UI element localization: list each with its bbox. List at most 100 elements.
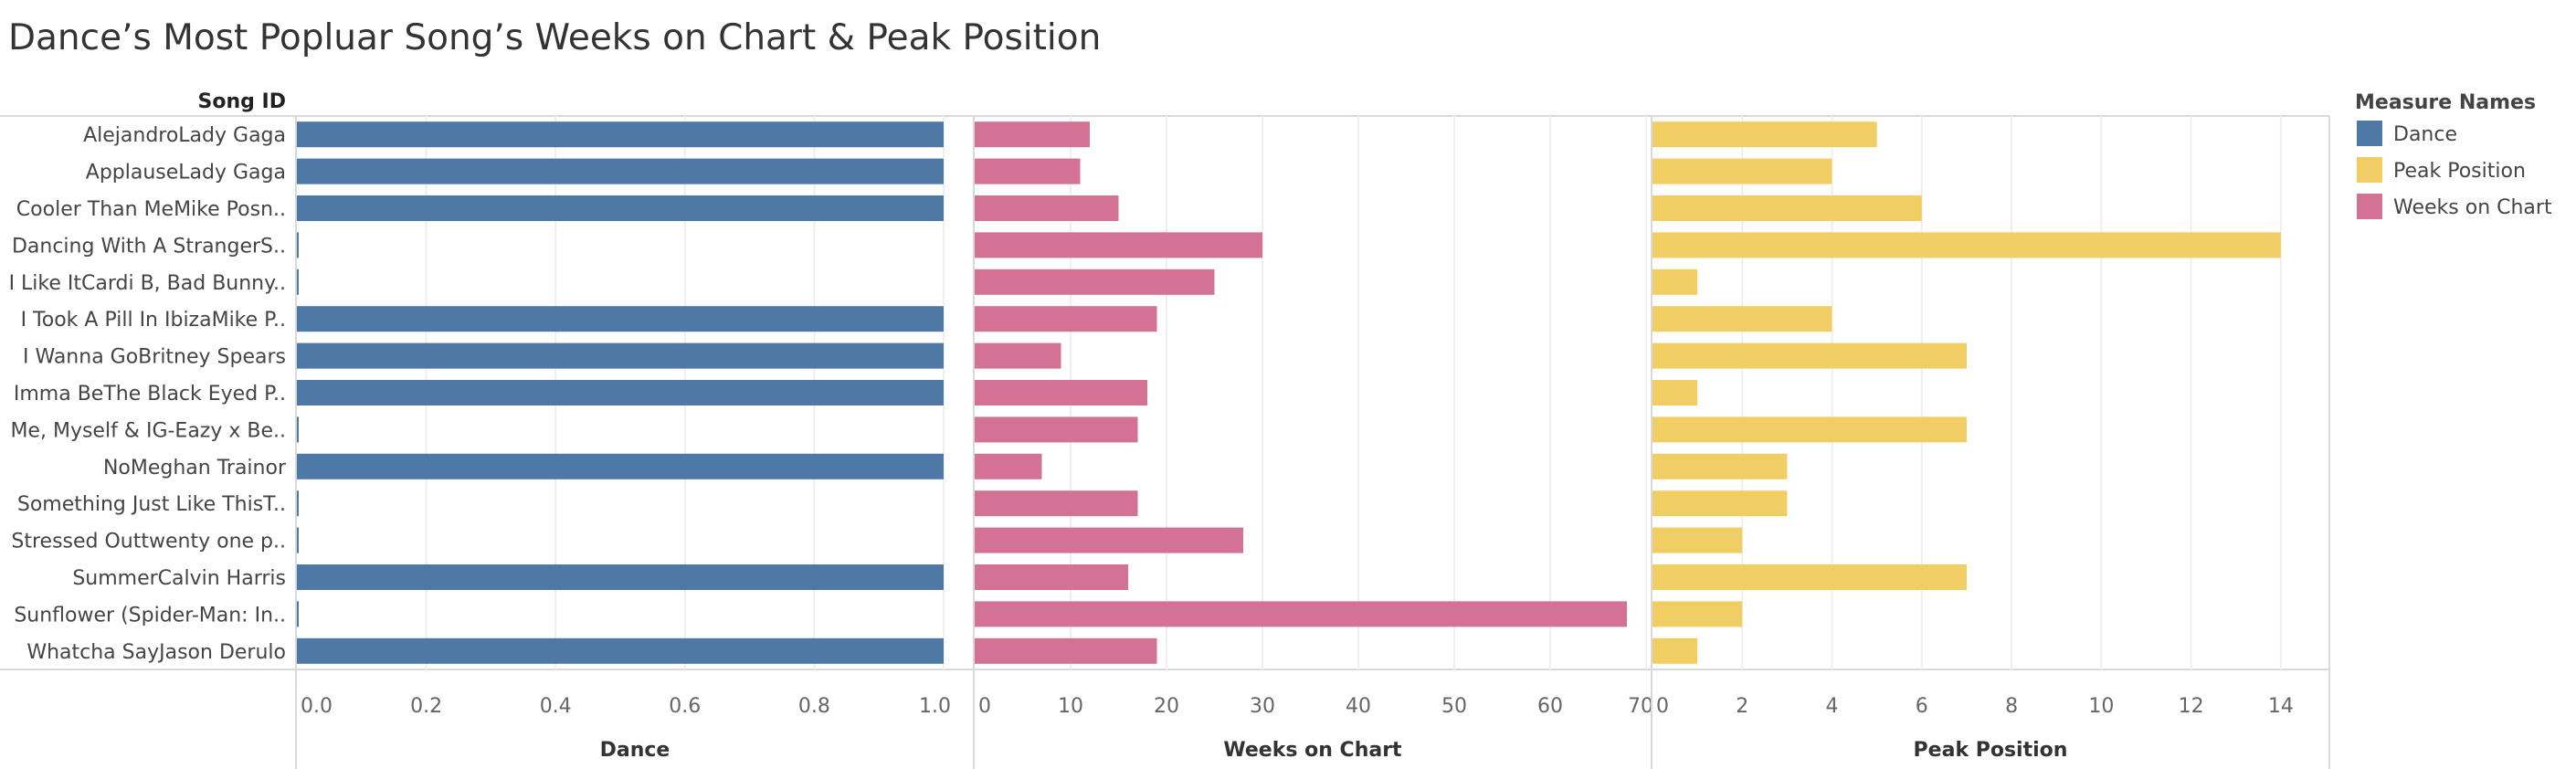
- row-label: Whatcha SayJason Derulo: [26, 641, 286, 664]
- panel-dance: 0.0 0.2 0.4 0.6 0.8 1.0 Dance: [295, 116, 951, 769]
- axis-title: Weeks on Chart: [1223, 739, 1402, 762]
- bar: [1652, 637, 1698, 664]
- bar: [1652, 527, 1743, 553]
- tick-label: 0.0: [301, 695, 333, 718]
- row-label: Dancing With A StrangerS..: [12, 235, 286, 258]
- bar: [975, 380, 1147, 406]
- bar: [1652, 490, 1788, 517]
- legend-swatch: [2357, 157, 2382, 183]
- axis-title: Peak Position: [1914, 739, 2068, 762]
- tick-label: 70: [1628, 695, 1653, 718]
- bar: [297, 527, 299, 553]
- axis-title: Dance: [600, 739, 670, 762]
- legend: Measure Names Dance Peak Position Weeks on …: [2355, 91, 2552, 219]
- tick-label: 60: [1537, 695, 1563, 718]
- bar: [297, 269, 299, 295]
- bar: [1652, 195, 1922, 221]
- bar: [297, 158, 944, 184]
- bar: [1652, 453, 1788, 479]
- tick-label: 12: [2179, 695, 2204, 718]
- bar: [297, 637, 944, 664]
- bar: [297, 416, 299, 443]
- tick-label: 6: [1916, 695, 1928, 718]
- legend-title: Measure Names: [2355, 91, 2536, 114]
- bar: [297, 601, 299, 627]
- legend-swatch: [2357, 194, 2382, 219]
- row-label: Sunflower (Spider-Man: In..: [14, 604, 286, 627]
- bar: [975, 601, 1627, 627]
- bar: [297, 564, 944, 590]
- tick-label: 0.2: [410, 695, 442, 718]
- row-label: Imma BeThe Black Eyed P..: [14, 383, 286, 406]
- bar: [975, 342, 1061, 369]
- bar: [975, 158, 1081, 184]
- bar: [1652, 564, 1967, 590]
- bar: [1652, 306, 1832, 332]
- bar: [975, 306, 1157, 332]
- tick-label: 0.8: [798, 695, 830, 718]
- row-label: ApplauseLady Gaga: [86, 162, 286, 184]
- bar: [975, 232, 1262, 258]
- row-label: I Wanna GoBritney Spears: [23, 346, 286, 369]
- legend-item: Dance: [2393, 123, 2457, 146]
- bar: [975, 121, 1090, 148]
- row-label: NoMeghan Trainor: [103, 457, 287, 479]
- row-labels: AlejandroLady Gaga ApplauseLady Gaga Coole…: [9, 124, 287, 664]
- tick-label: 2: [1736, 695, 1748, 718]
- bar: [297, 342, 944, 369]
- row-label: SummerCalvin Harris: [72, 567, 286, 590]
- legend-swatch: [2357, 121, 2382, 146]
- legend-item: Weeks on Chart: [2393, 196, 2552, 219]
- bar: [297, 380, 944, 406]
- bar: [975, 416, 1138, 443]
- tick-label: 0: [1656, 695, 1669, 718]
- bar: [1652, 158, 1832, 184]
- tick-label: 40: [1346, 695, 1371, 718]
- bar: [297, 121, 944, 148]
- tick-label: 30: [1250, 695, 1275, 718]
- row-header: Song ID: [198, 90, 286, 113]
- tick-label: 10: [2088, 695, 2114, 718]
- row-label: Stressed Outtwenty one p..: [11, 531, 286, 553]
- row-label: Cooler Than MeMike Posn..: [16, 198, 286, 221]
- row-label: AlejandroLady Gaga: [83, 124, 286, 147]
- chart-title: Dance’s Most Popluar Song’s Weeks on Cha…: [8, 17, 1101, 58]
- bar: [297, 195, 944, 221]
- bar: [1652, 269, 1698, 295]
- legend-item: Peak Position: [2393, 160, 2526, 183]
- tick-label: 0.4: [540, 695, 572, 718]
- bar: [975, 453, 1042, 479]
- bar: [975, 490, 1138, 517]
- bar: [1652, 232, 2281, 258]
- row-label: Something Just Like ThisT..: [17, 493, 286, 516]
- panel-weeks-on-chart: 0 10 20 30 40 50 60 70 Weeks on Chart: [973, 116, 1653, 769]
- bar: [1652, 601, 1743, 627]
- bar: [975, 637, 1157, 664]
- bar: [1652, 121, 1877, 148]
- panel-peak-position: 0 2 4 6 8 10 12 14 Peak Position: [1651, 116, 2330, 769]
- bar: [297, 490, 299, 517]
- tick-label: 14: [2268, 695, 2294, 718]
- tick-label: 1.0: [919, 695, 951, 718]
- row-label: I Took A Pill In IbizaMike P..: [21, 309, 286, 332]
- row-label: I Like ItCardi B, Bad Bunny..: [9, 272, 286, 295]
- row-label: Me, Myself & IG-Eazy x Be..: [10, 419, 286, 442]
- tick-label: 8: [2005, 695, 2018, 718]
- bar: [1652, 416, 1967, 443]
- bar: [297, 306, 944, 332]
- bar: [975, 269, 1215, 295]
- tick-label: 4: [1826, 695, 1839, 718]
- bar: [297, 453, 944, 479]
- bar: [975, 527, 1243, 553]
- bar: [1652, 380, 1698, 406]
- bar: [975, 195, 1119, 221]
- bar: [975, 564, 1128, 590]
- tick-label: 20: [1154, 695, 1179, 718]
- tick-label: 0: [978, 695, 991, 718]
- bar: [1652, 342, 1967, 369]
- bar: [297, 232, 299, 258]
- tick-label: 10: [1058, 695, 1083, 718]
- tick-label: 0.6: [669, 695, 701, 718]
